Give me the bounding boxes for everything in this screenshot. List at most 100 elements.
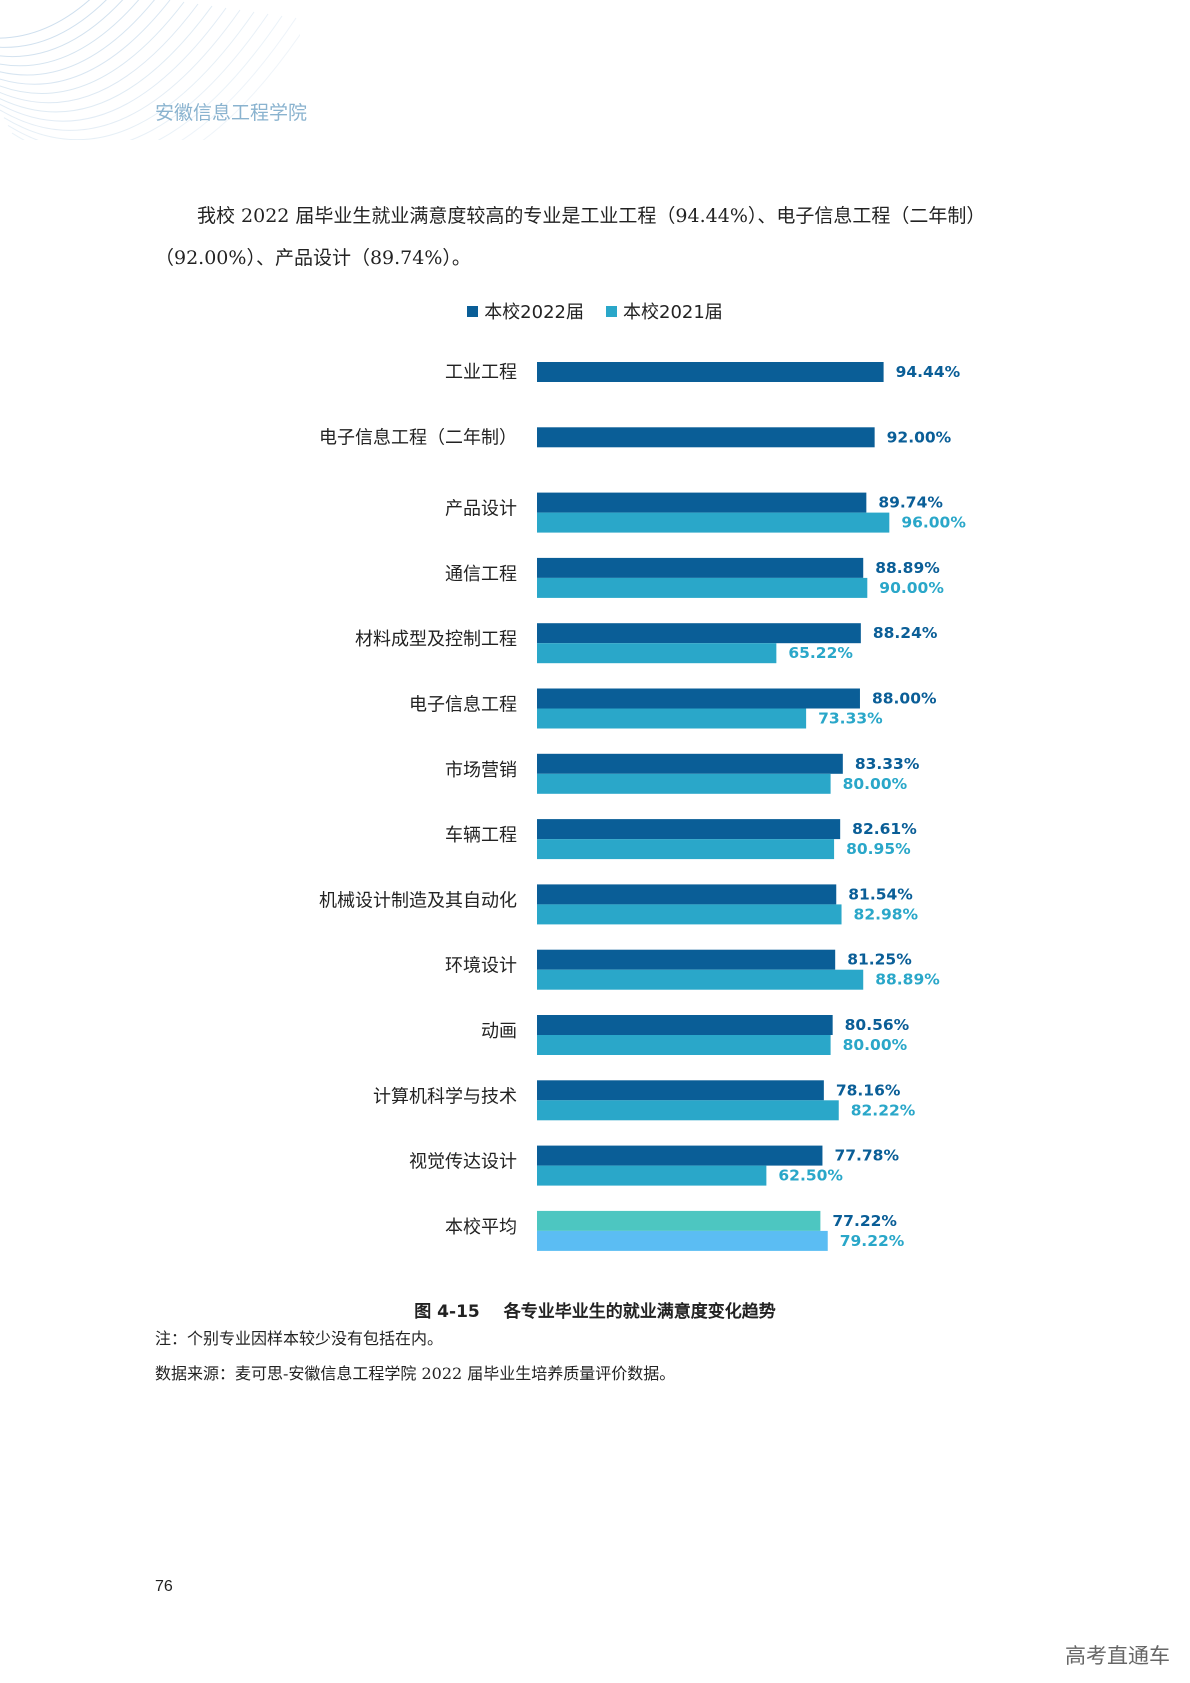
chart-legend: 本校2022届 本校2021届 — [0, 298, 1190, 324]
legend-label-2022: 本校2022届 — [484, 302, 584, 323]
bar-2022 — [537, 1145, 823, 1166]
bar-2021 — [537, 1165, 767, 1186]
legend-item-2022: 本校2022届 — [467, 298, 584, 324]
bar-2022 — [537, 1080, 824, 1101]
figure-title: 各专业毕业生的就业满意度变化趋势 — [503, 1302, 776, 1322]
decorative-wave-line — [11, 15, 283, 140]
decorative-wave-line — [0, 0, 107, 48]
bar-2022 — [537, 819, 841, 840]
bar-2022 — [537, 362, 884, 382]
decorative-wave-lines — [0, 0, 300, 140]
bar-2021 — [537, 708, 807, 729]
data-label-2021: 90.00% — [879, 579, 944, 597]
figure-number: 图 4-15 — [414, 1302, 480, 1322]
bar-chart: 工业工程 94.44% 电子信息工程（二年制） 92.00% 产品设计 89.74% 96.… — [319, 362, 966, 1251]
bar-2022 — [537, 492, 867, 513]
note-sample: 注：个别专业因样本较少没有包括在内。 — [155, 1329, 444, 1348]
bar-2022 — [537, 753, 843, 774]
data-label-2022: 88.24% — [873, 624, 938, 642]
watermark: 高考直通车 — [1065, 1644, 1170, 1668]
data-label-2022: 78.16% — [836, 1081, 901, 1099]
category-label: 工业工程 — [445, 362, 517, 383]
decorative-wave-line — [0, 0, 171, 85]
decorative-wave-line — [3, 11, 255, 140]
category-label: 市场营销 — [445, 760, 517, 781]
legend-item-2021: 本校2021届 — [606, 298, 723, 324]
data-label-2021: 79.22% — [840, 1232, 905, 1250]
bar-2022 — [537, 623, 861, 644]
data-label-2021: 82.98% — [854, 905, 919, 923]
bar-2021 — [537, 512, 890, 533]
bar-2021 — [537, 773, 831, 794]
bar-2022 — [537, 1210, 821, 1231]
data-label-2022: 83.33% — [855, 755, 920, 773]
data-label-2021: 65.22% — [788, 644, 853, 662]
category-label: 车辆工程 — [445, 825, 517, 846]
data-label-2022: 89.74% — [878, 494, 943, 512]
category-label: 产品设计 — [445, 499, 517, 520]
bar-2021 — [537, 1035, 831, 1055]
bar-2021 — [537, 904, 842, 925]
decorative-wave-line — [0, 3, 199, 104]
bar-2022 — [537, 557, 864, 578]
bar-2022 — [537, 884, 837, 905]
category-label: 电子信息工程（二年制） — [319, 427, 517, 448]
data-label-2021: 80.00% — [843, 775, 908, 793]
data-label-2022: 77.22% — [832, 1212, 897, 1230]
decorative-wave-line — [7, 13, 269, 140]
decorative-wave-line — [181, 17, 297, 140]
data-label-2022: 77.78% — [834, 1147, 899, 1165]
category-label: 电子信息工程 — [409, 695, 517, 716]
category-label: 机械设计制造及其自动化 — [319, 890, 517, 911]
legend-label-2021: 本校2021届 — [623, 302, 723, 323]
decorative-wave-line — [0, 5, 213, 113]
data-label-2021: 82.22% — [851, 1101, 916, 1119]
bar-2021 — [537, 1230, 828, 1251]
school-header: 安徽信息工程学院 — [155, 102, 308, 124]
data-label-2022: 88.00% — [872, 690, 937, 708]
intro-paragraph: 我校 2022 届毕业生就业满意度较高的专业是工业工程（94.44%）、电子信息… — [155, 205, 986, 269]
legend-swatch-2021 — [606, 305, 617, 317]
legend-swatch-2022 — [467, 305, 479, 317]
decorative-wave-line — [0, 0, 124, 58]
data-label-2022: 82.61% — [852, 820, 917, 838]
category-label: 通信工程 — [445, 564, 517, 585]
data-label-2021: 88.89% — [875, 971, 940, 989]
data-label-2021: 62.50% — [778, 1167, 843, 1185]
bar-2022 — [537, 688, 860, 709]
bar-2021 — [537, 643, 777, 664]
data-label-2022: 80.56% — [845, 1016, 910, 1034]
category-label: 材料成型及控制工程 — [355, 629, 517, 650]
bar-2022 — [537, 1015, 833, 1035]
category-label: 环境设计 — [445, 956, 517, 977]
decorative-wave-line — [0, 0, 140, 67]
decorative-wave-line — [0, 7, 227, 122]
category-label: 动画 — [481, 1021, 517, 1042]
data-label-2022: 92.00% — [887, 428, 952, 446]
category-label: 计算机科学与技术 — [373, 1086, 517, 1107]
page-number: 76 — [155, 1578, 173, 1595]
data-label-2021: 80.00% — [843, 1036, 908, 1054]
decorative-wave-line — [0, 9, 241, 131]
data-label-2021: 73.33% — [818, 710, 883, 728]
data-label-2022: 81.54% — [848, 885, 913, 903]
data-label-2022: 94.44% — [896, 363, 961, 381]
decorative-wave-line — [0, 1, 185, 94]
category-label: 视觉传达设计 — [409, 1152, 517, 1173]
bar-2021 — [537, 577, 868, 598]
decorative-wave-line — [202, 33, 300, 140]
decorative-wave-line — [0, 0, 91, 39]
data-label-2021: 96.00% — [901, 514, 966, 532]
bar-2021 — [537, 839, 835, 860]
figure-caption: 图 4-15 各专业毕业生的就业满意度变化趋势 — [0, 1297, 1190, 1322]
data-label-2022: 88.89% — [875, 559, 940, 577]
data-label-2021: 80.95% — [846, 840, 911, 858]
category-label: 本校平均 — [445, 1217, 517, 1238]
bar-2021 — [537, 969, 864, 990]
bar-2022 — [537, 427, 875, 448]
bar-2022 — [537, 949, 836, 970]
note-source: 数据来源：麦可思-安徽信息工程学院 2022 届毕业生培养质量评价数据。 — [155, 1364, 676, 1383]
data-label-2022: 81.25% — [847, 951, 912, 969]
bar-2021 — [537, 1100, 839, 1121]
decorative-wave-line — [0, 0, 155, 76]
